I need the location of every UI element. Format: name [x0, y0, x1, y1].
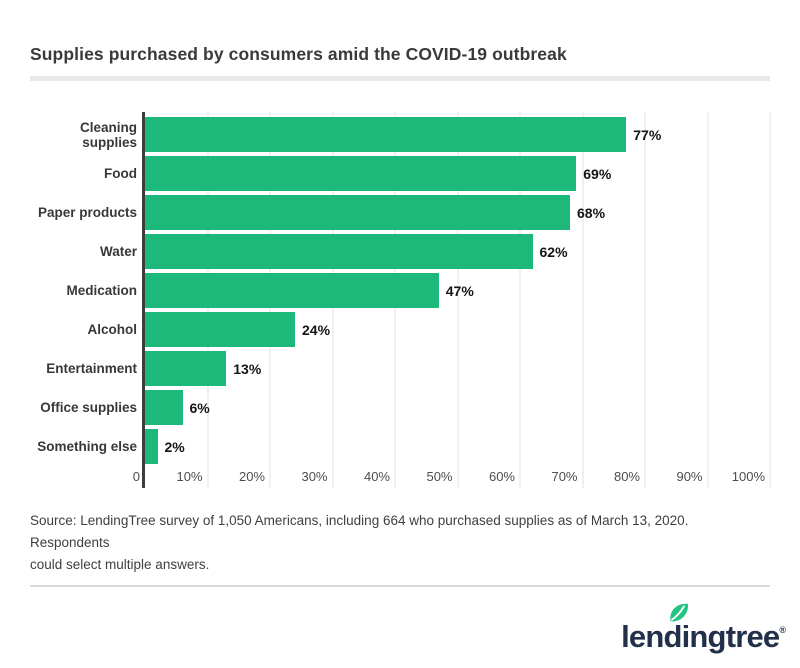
source-note: Source: LendingTree survey of 1,050 Amer…: [30, 510, 770, 576]
bar: [145, 351, 227, 386]
bar-track: 2%: [145, 427, 770, 466]
gridline: [457, 112, 458, 488]
category-label: Something else: [37, 439, 137, 454]
category-label: Paper products: [37, 205, 137, 220]
bar-chart: Cleaning supplies 77% Food 69% Paper product…: [30, 112, 771, 488]
category-label: Food: [104, 166, 137, 181]
chart-row: Water 62%: [30, 232, 770, 271]
bar: [145, 390, 183, 425]
x-tick-label: 80%: [613, 469, 640, 484]
category-label: Office supplies: [40, 400, 137, 415]
value-label: 68%: [577, 204, 606, 221]
bar-track: 69%: [145, 154, 770, 193]
bar-track: 13%: [145, 349, 770, 388]
value-label: 13%: [233, 360, 262, 377]
title-divider: [30, 76, 770, 81]
value-label: 47%: [445, 282, 474, 299]
category-label: Medication: [66, 283, 137, 298]
chart-row: Medication 47%: [30, 271, 770, 310]
registered-trademark: ®: [779, 625, 786, 635]
x-tick-label: 100%: [731, 469, 765, 484]
x-tick-label: 70%: [551, 469, 578, 484]
gridline: [582, 112, 583, 488]
value-label: 6%: [189, 399, 210, 416]
x-tick-label: 0: [132, 469, 140, 484]
category-label: Water: [99, 244, 137, 259]
chart-title: Supplies purchased by consumers amid the…: [30, 44, 567, 64]
chart-row: Something else 2%: [30, 427, 770, 466]
chart-row: Cleaning supplies 77%: [30, 115, 770, 154]
gridline: [707, 112, 708, 488]
bar: [145, 429, 158, 464]
value-label: 24%: [302, 321, 331, 338]
y-axis-line: [142, 112, 145, 488]
footer-divider: [30, 585, 770, 587]
x-tick-label: 90%: [676, 469, 703, 484]
value-label: 77%: [633, 126, 662, 143]
bar-track: 62%: [145, 232, 770, 271]
x-ticks: 0 10% 20% 30% 40% 50% 60% 70% 80% 90% 100%: [133, 466, 770, 488]
gridline: [519, 112, 521, 488]
bar-track: 24%: [145, 310, 770, 349]
category-label: Entertainment: [46, 361, 137, 376]
chart-row: Office supplies 6%: [30, 388, 770, 427]
chart-row: Alcohol 24%: [30, 310, 770, 349]
value-label: 62%: [539, 243, 568, 260]
x-tick-label: 10%: [176, 469, 203, 484]
x-tick-label: 50%: [426, 469, 453, 484]
bar-track: 6%: [145, 388, 770, 427]
category-label: Alcohol: [87, 322, 138, 337]
chart-row: Paper products 68%: [30, 193, 770, 232]
bar-track: 77%: [145, 115, 770, 154]
value-label: 69%: [583, 165, 612, 182]
x-tick-label: 30%: [301, 469, 328, 484]
bar: [145, 195, 570, 230]
chart-row: Food 69%: [30, 154, 770, 193]
x-tick-label: 40%: [363, 469, 390, 484]
x-tick-label: 60%: [488, 469, 515, 484]
bar: [145, 234, 533, 269]
bar-track: 47%: [145, 271, 770, 310]
x-tick-label: 20%: [238, 469, 265, 484]
gridline: [644, 112, 646, 488]
lendingtree-logo: lendingtree®: [621, 601, 786, 654]
leaf-icon: [670, 603, 689, 622]
source-note-line2: could select multiple answers.: [30, 557, 210, 572]
bar: [145, 312, 295, 347]
bar: [145, 273, 439, 308]
gridline: [769, 112, 771, 488]
category-label: Cleaning supplies: [79, 119, 137, 150]
value-label: 2%: [164, 438, 185, 455]
bar: [145, 156, 577, 191]
bar-track: 68%: [145, 193, 770, 232]
logo-wordmark: lendingtree®: [621, 619, 786, 654]
bar: [145, 117, 627, 152]
source-note-line1: Source: LendingTree survey of 1,050 Amer…: [30, 513, 689, 550]
chart-rows: Cleaning supplies 77% Food 69% Paper product…: [30, 115, 770, 466]
chart-row: Entertainment 13%: [30, 349, 770, 388]
